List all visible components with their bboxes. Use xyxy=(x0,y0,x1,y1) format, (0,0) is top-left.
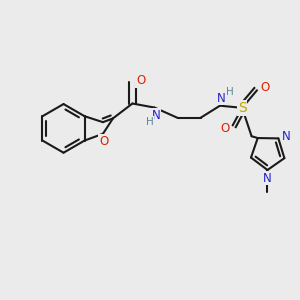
Text: N: N xyxy=(263,172,272,184)
Text: H: H xyxy=(226,87,233,97)
Text: N: N xyxy=(217,92,226,105)
Text: O: O xyxy=(99,135,108,148)
Text: O: O xyxy=(260,81,270,94)
Text: S: S xyxy=(238,101,247,115)
Text: N: N xyxy=(152,109,160,122)
Text: H: H xyxy=(146,117,154,127)
Text: O: O xyxy=(220,122,229,135)
Text: N: N xyxy=(282,130,290,143)
Text: O: O xyxy=(136,74,145,87)
